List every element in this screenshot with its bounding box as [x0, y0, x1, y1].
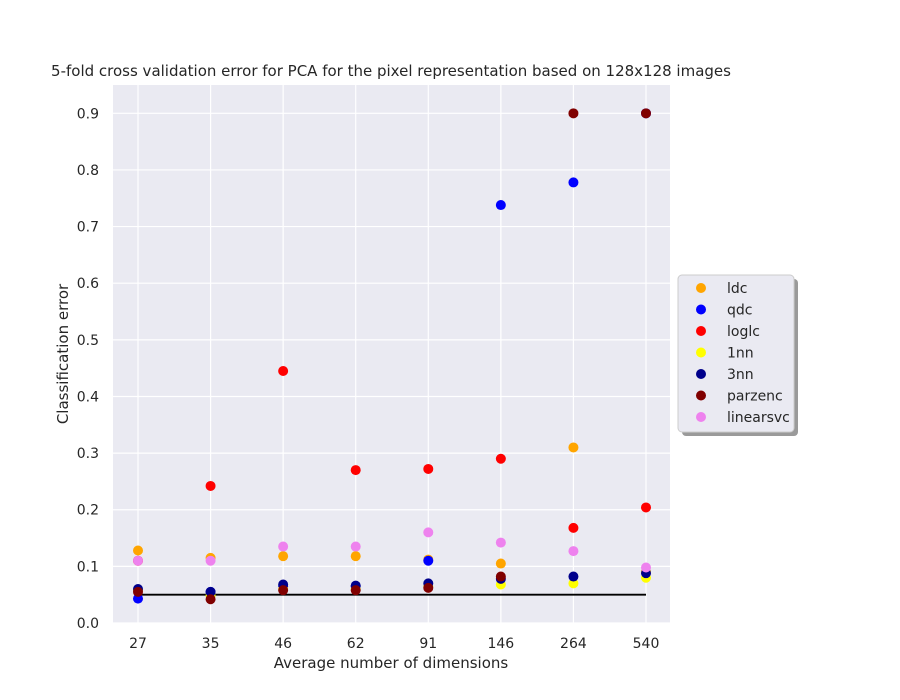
point-loglc	[568, 522, 579, 533]
legend-marker-qdc	[696, 304, 706, 315]
point-linearsvc	[495, 537, 506, 548]
x-tick-label: 146	[487, 636, 514, 652]
x-tick-label: 264	[560, 636, 587, 652]
point-linearsvc	[641, 562, 651, 573]
legend-marker-1nn	[696, 347, 706, 358]
point-ldc	[133, 545, 143, 556]
point-parzenc	[641, 108, 651, 119]
legend-marker-3nn	[696, 369, 706, 379]
legend-label-linearsvc: linearsvc	[727, 410, 790, 426]
legend-label-1nn: 1nn	[727, 346, 754, 362]
point-loglc	[278, 365, 289, 376]
legend-marker-loglc	[696, 326, 706, 336]
point-parzenc	[568, 108, 579, 119]
x-axis-label: Average number of dimensions	[274, 654, 509, 672]
legend-label-qdc: qdc	[727, 303, 752, 319]
point-3nn	[205, 586, 216, 597]
point-loglc	[495, 453, 506, 464]
y-tick-labels: 0.0 0.1 0.2 0.3 0.4 0.5 0.6 0.7 0.8 0.9	[77, 106, 99, 632]
legend-label-loglc: loglc	[727, 324, 760, 340]
y-tick-label: 0.3	[77, 446, 99, 462]
x-tick-labels: 27 35 46 62 91 146 264 540	[129, 636, 659, 652]
point-loglc	[205, 480, 216, 491]
point-parzenc	[495, 571, 506, 582]
point-qdc	[568, 177, 579, 188]
y-tick-label: 0.2	[77, 503, 99, 519]
point-ldc	[568, 442, 579, 453]
point-qdc	[495, 200, 506, 211]
point-parzenc	[205, 594, 216, 605]
point-parzenc	[278, 585, 289, 596]
legend-label-3nn: 3nn	[727, 367, 754, 383]
point-linearsvc	[205, 555, 216, 566]
legend-label-parzenc: parzenc	[727, 389, 783, 405]
x-tick-label: 62	[347, 636, 365, 652]
grid	[113, 85, 670, 624]
legend-label-ldc: ldc	[727, 281, 747, 297]
point-parzenc	[133, 586, 143, 597]
y-tick-label: 0.5	[77, 333, 99, 349]
point-parzenc	[423, 582, 434, 593]
legend-marker-ldc	[696, 283, 706, 293]
point-linearsvc	[278, 541, 289, 552]
legend: ldc qdc loglc 1nn 3nn parzenc linearsvc	[677, 274, 798, 436]
legend-box	[677, 274, 795, 433]
y-tick-label: 0.4	[77, 389, 99, 405]
plot-background	[113, 85, 670, 623]
y-tick-label: 0.9	[77, 106, 99, 122]
y-tick-label: 0.1	[77, 559, 99, 575]
x-tick-label: 35	[202, 636, 220, 652]
data-points	[133, 108, 651, 605]
y-tick-label: 0.0	[77, 616, 99, 632]
point-qdc	[423, 555, 434, 566]
point-parzenc	[350, 585, 361, 596]
point-linearsvc	[423, 527, 434, 538]
legend-items: ldc qdc loglc 1nn 3nn parzenc linearsvc	[696, 281, 790, 426]
x-tick-label: 91	[419, 636, 437, 652]
x-tick-label: 540	[633, 636, 660, 652]
x-tick-label: 46	[274, 636, 292, 652]
point-loglc	[423, 463, 434, 474]
y-tick-label: 0.8	[77, 163, 99, 179]
y-axis-label: Classification error	[54, 283, 72, 424]
chart-title: 5-fold cross validation error for PCA fo…	[51, 62, 731, 80]
x-tick-label: 27	[129, 636, 147, 652]
point-loglc	[350, 465, 361, 476]
legend-marker-linearsvc	[696, 412, 706, 422]
legend-marker-parzenc	[696, 390, 706, 401]
point-linearsvc	[350, 541, 361, 552]
y-tick-label: 0.7	[77, 220, 99, 236]
point-ldc	[495, 558, 506, 569]
point-linearsvc	[133, 555, 143, 566]
y-tick-label: 0.6	[77, 276, 99, 292]
point-linearsvc	[568, 546, 579, 557]
point-loglc	[641, 502, 651, 513]
point-ldc	[350, 551, 361, 562]
point-3nn	[568, 571, 579, 582]
point-ldc	[278, 551, 289, 562]
